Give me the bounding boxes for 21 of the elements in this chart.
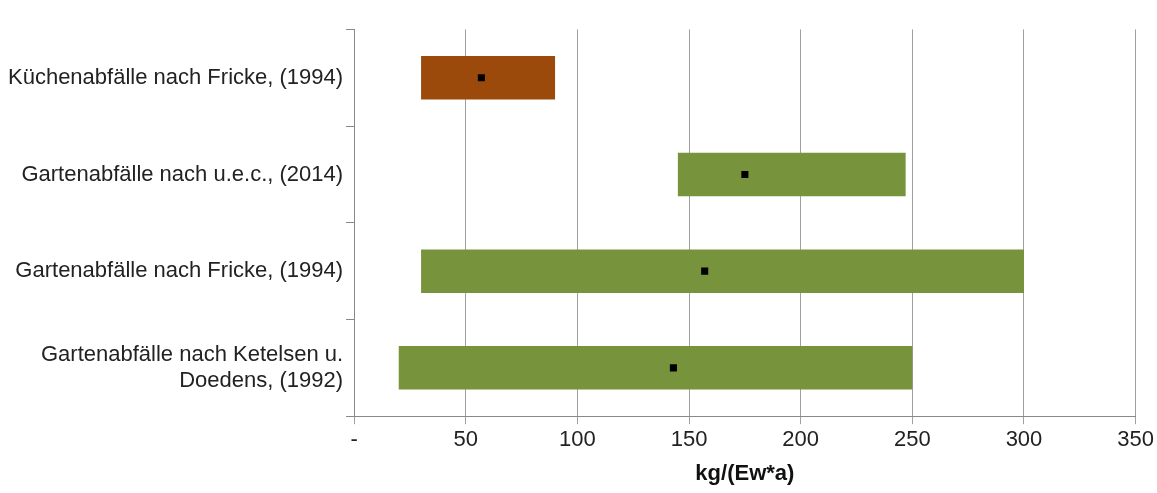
y-tick-label: Gartenabfälle nach Fricke, (1994) — [15, 257, 344, 283]
x-tick-label: 150 — [670, 426, 708, 452]
bar — [398, 346, 913, 390]
x-tick-label: 300 — [1005, 426, 1043, 452]
x-tick-label: 200 — [782, 426, 820, 452]
point — [701, 267, 709, 275]
y-tick-label: Gartenabfälle nach Ketelsen u. Doedens, (1992) — [40, 340, 344, 393]
y-tick-label: Gartenabfälle nach u.e.c., (2014) — [21, 160, 344, 186]
bar — [421, 249, 1024, 293]
x-tick-label: 100 — [559, 426, 596, 452]
x-tick-label: 350 — [1117, 426, 1155, 452]
bar — [421, 55, 556, 100]
point — [669, 364, 677, 372]
point — [477, 74, 485, 82]
x-axis-title: kg/(Ew*a) — [695, 459, 795, 485]
x-tick-label: 50 — [453, 426, 478, 452]
point — [741, 170, 749, 178]
x-tick-label: 250 — [893, 426, 931, 452]
x-tick-label: - — [350, 426, 358, 452]
bar — [677, 152, 906, 197]
y-tick-label: Küchenabfälle nach Fricke, (1994) — [7, 63, 344, 89]
